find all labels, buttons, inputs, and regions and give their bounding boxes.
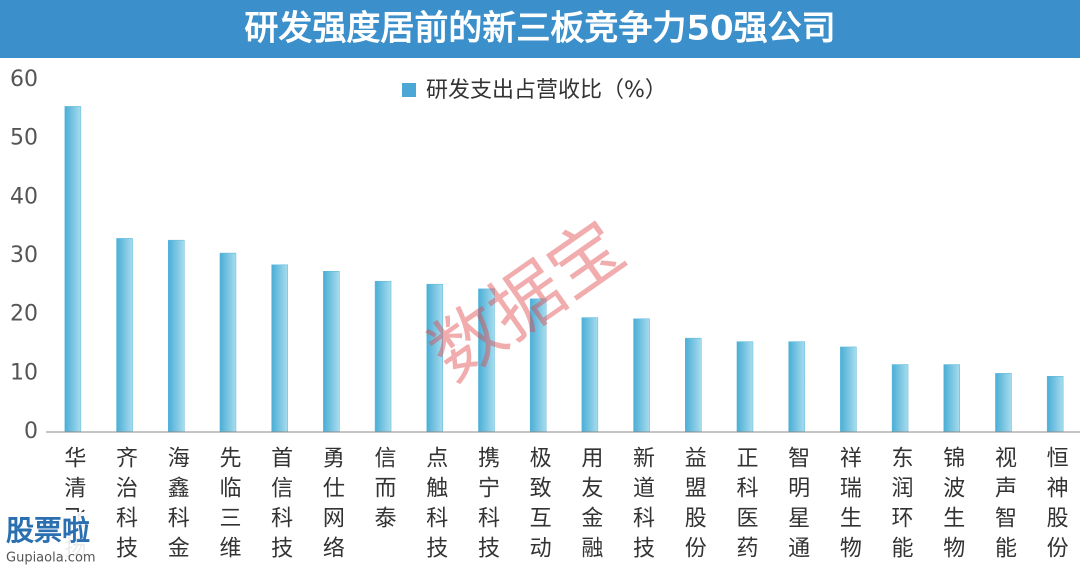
x-tick-label: 信而泰	[371, 446, 397, 536]
x-tick-label: 勇仕网络	[319, 446, 345, 566]
logo-bg	[0, 512, 110, 569]
x-tick-label: 视声智能	[991, 446, 1017, 566]
x-tick-label: 祥瑞生物	[836, 446, 862, 566]
bar	[323, 271, 340, 433]
watermark: 数据宝	[414, 204, 639, 397]
bar	[995, 373, 1012, 433]
bar	[891, 364, 909, 433]
logo-url: Gupiaola.com	[6, 551, 96, 566]
y-tick-label: 40	[10, 184, 38, 209]
bar	[64, 106, 82, 433]
x-tick-label: 首信科技	[267, 446, 293, 566]
bar	[374, 280, 392, 433]
x-tick-label: 恒神股份	[1043, 446, 1069, 566]
chart-title: 研发强度居前的新三板竞争力50强公司	[244, 9, 835, 49]
x-tick-label: 点触科技	[422, 446, 448, 566]
bar	[685, 337, 702, 433]
x-tick-label: 携宁科技	[474, 446, 500, 566]
y-tick-label: 60	[10, 67, 38, 92]
x-tick-label: 海鑫科金	[164, 446, 190, 566]
y-tick-label: 50	[10, 126, 38, 151]
bar	[116, 238, 133, 433]
x-tick-label: 新道科技	[629, 446, 655, 566]
bar	[840, 346, 857, 433]
bar	[633, 318, 650, 433]
y-tick-label: 30	[10, 243, 38, 268]
x-tick-label: 锦波生物	[939, 446, 965, 566]
x-tick-label: 极致互动	[526, 446, 552, 566]
bar	[271, 264, 288, 433]
x-tick-label: 齐治科技	[112, 446, 138, 566]
y-tick-label: 10	[10, 360, 38, 385]
bar	[219, 252, 237, 433]
bar	[788, 341, 805, 433]
x-tick-label: 益盟股份	[681, 446, 707, 566]
title-banner	[0, 0, 1080, 58]
x-tick-label: 智明星通	[784, 446, 810, 566]
x-tick-label: 正科医药	[732, 446, 758, 566]
x-tick-label: 用友金融	[577, 446, 603, 566]
bar	[1046, 376, 1064, 433]
legend-swatch	[402, 83, 416, 97]
y-tick-label: 0	[24, 419, 38, 444]
x-tick-label: 东润环能	[888, 446, 914, 566]
bar	[168, 239, 185, 433]
x-tick-label: 先临三维	[215, 446, 241, 566]
legend-label: 研发支出占营收比（%）	[426, 78, 667, 103]
logo: 股票啦	[6, 514, 90, 547]
y-tick-label: 20	[10, 302, 38, 327]
bar	[943, 364, 960, 433]
bar	[736, 341, 754, 433]
bar	[581, 317, 599, 433]
